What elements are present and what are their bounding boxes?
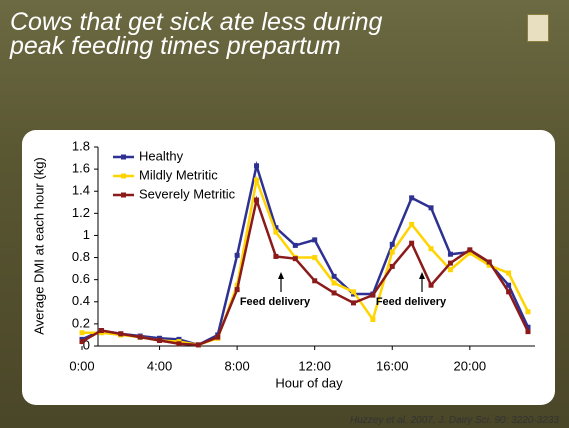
y-tick-label: 1.6: [72, 161, 90, 176]
annotation-arrowhead: [419, 272, 425, 279]
point: [447, 260, 453, 266]
x-tick-label: 8:00: [224, 358, 249, 373]
point: [195, 342, 201, 348]
point: [331, 280, 337, 286]
point: [79, 330, 85, 336]
legend-marker: [121, 192, 126, 198]
y-tick-label: 1.4: [72, 183, 90, 198]
point: [409, 240, 415, 246]
series-line: [81, 160, 530, 347]
annotation: Feed delivery: [240, 296, 311, 308]
point: [234, 252, 240, 258]
point: [273, 229, 279, 235]
point: [409, 195, 415, 201]
point: [447, 251, 453, 257]
x-axis-label: Hour of day: [275, 375, 343, 390]
series-line: [82, 175, 530, 347]
point: [350, 300, 356, 306]
point: [370, 316, 376, 322]
point: [98, 328, 104, 334]
point: [331, 290, 337, 296]
point: [215, 334, 221, 340]
slide-title: Cows that get sick ate less during peak …: [10, 8, 383, 60]
point: [428, 282, 434, 288]
y-tick-label: 0.6: [72, 271, 90, 286]
point: [389, 249, 395, 255]
point: [79, 339, 85, 345]
y-tick-label: 0.4: [72, 293, 90, 308]
point: [273, 225, 279, 231]
y-tick-label: 1.2: [72, 205, 90, 220]
point: [370, 292, 376, 298]
point: [389, 263, 395, 269]
chart-panel: [22, 130, 555, 405]
logo: [527, 14, 549, 42]
y-tick-label: 1: [83, 227, 90, 242]
point: [137, 334, 143, 340]
point: [389, 241, 395, 247]
legend-marker: [121, 154, 126, 160]
point: [467, 250, 473, 256]
source: Huzzey et al. 2007, J. Dairy Sci. 90: 32…: [349, 415, 559, 426]
point: [350, 289, 356, 295]
y-tick-label: 0.8: [72, 249, 90, 264]
legend-label: Healthy: [139, 148, 184, 163]
point: [428, 246, 434, 252]
legend-label: Severely Metritic: [139, 186, 236, 201]
x-tick-label: 16:00: [376, 358, 409, 373]
point: [273, 253, 279, 259]
point: [467, 247, 473, 253]
point: [525, 329, 531, 335]
point: [312, 237, 318, 243]
point: [254, 197, 260, 203]
point: [447, 267, 453, 273]
point: [234, 287, 240, 293]
point: [428, 205, 434, 211]
y-tick-label: 0: [83, 337, 90, 352]
point: [292, 256, 298, 262]
y-tick-label: 0.2: [72, 315, 90, 330]
point: [506, 289, 512, 295]
point: [331, 273, 337, 279]
point: [312, 278, 318, 284]
y-axis-label: Average DMI at each hour (kg): [31, 157, 46, 335]
point: [176, 341, 182, 347]
point: [486, 262, 492, 268]
point: [254, 177, 260, 183]
point: [409, 221, 415, 227]
point: [525, 324, 531, 330]
x-tick-label: 20:00: [454, 358, 487, 373]
point: [506, 270, 512, 276]
annotation-arrowhead: [278, 272, 284, 279]
annotation: Feed delivery: [376, 296, 447, 308]
legend-label: Mildly Metritic: [139, 167, 218, 182]
series-line: [81, 195, 530, 347]
point: [486, 259, 492, 265]
point: [157, 337, 163, 343]
point: [118, 331, 124, 337]
point: [312, 255, 318, 261]
x-tick-label: 0:00: [69, 358, 94, 373]
x-tick-label: 12:00: [298, 358, 331, 373]
x-tick-label: 4:00: [147, 358, 172, 373]
y-tick-label: 1.8: [72, 138, 90, 153]
legend-marker: [121, 173, 126, 179]
point: [506, 282, 512, 288]
point: [525, 309, 531, 315]
point: [254, 163, 260, 169]
point: [292, 242, 298, 248]
